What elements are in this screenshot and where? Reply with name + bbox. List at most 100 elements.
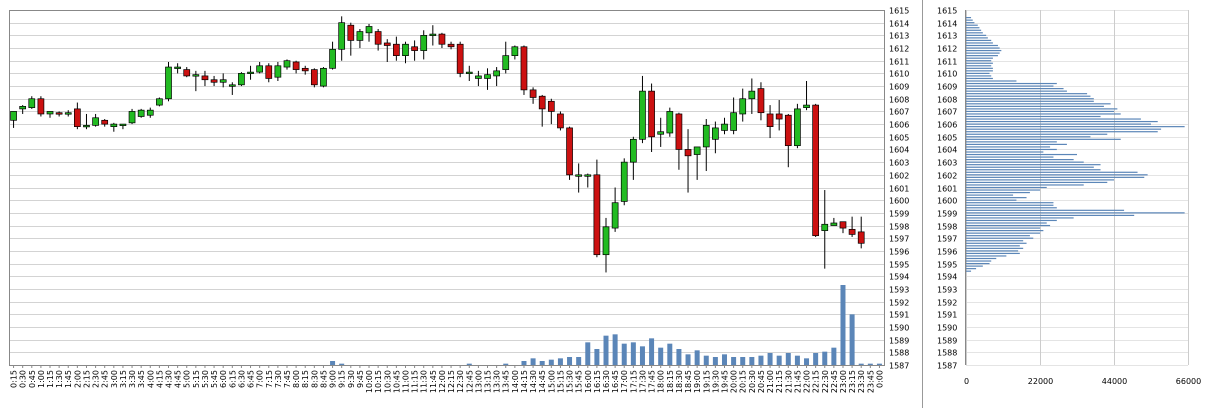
- y-tick-label: 1599: [889, 210, 909, 219]
- x-tick-label: 11:30: [420, 370, 429, 393]
- y-tick-label: 1605: [937, 134, 957, 143]
- candle-body: [803, 104, 810, 108]
- y-tick-label: 1589: [937, 337, 957, 346]
- candle-body: [547, 100, 555, 112]
- x-tick-label: 4:30: [165, 370, 174, 388]
- profile-bar: [966, 126, 1185, 128]
- candle-body: [420, 35, 428, 51]
- x-tick-label: 17:15: [629, 370, 638, 393]
- candle-body: [74, 108, 81, 127]
- profile-bar: [966, 34, 987, 36]
- y-tick-label: 1604: [937, 146, 957, 155]
- profile-bar: [966, 123, 1151, 125]
- volume-bar: [749, 357, 755, 365]
- volume-bar: [339, 363, 345, 365]
- profile-bar: [966, 268, 977, 270]
- x-tick-label: 13:30: [493, 370, 502, 393]
- volume-bar: [776, 355, 782, 365]
- x-tick-label: 8:30: [310, 370, 319, 388]
- x-tick-label: 22000: [1028, 377, 1053, 386]
- x-tick-label: 4:15: [155, 370, 164, 388]
- profile-bar: [966, 164, 1101, 166]
- candle-body: [320, 67, 327, 87]
- profile-bar: [966, 77, 993, 80]
- x-tick-label: 12:45: [465, 370, 474, 393]
- candle-body: [702, 125, 710, 148]
- candlestick-chart: 1587 1588 1589 1590 1591 1592 1593 1594 1595 1596…: [9, 7, 909, 393]
- candle-body: [529, 89, 537, 98]
- y-tick-label: 1608: [937, 96, 957, 105]
- candle-body: [675, 113, 683, 150]
- candle-body: [37, 98, 45, 115]
- profile-bar: [966, 161, 1084, 163]
- y-tick-label: 1601: [889, 185, 909, 194]
- candle-body: [210, 79, 218, 83]
- x-tick-label: 11:00: [401, 370, 410, 393]
- y-tick-label: 1606: [937, 121, 957, 130]
- volume-bar: [621, 343, 627, 365]
- candle-body: [557, 113, 564, 129]
- profile-bar: [966, 88, 1064, 90]
- profile-bar: [966, 37, 988, 39]
- profile-bar: [966, 159, 1074, 161]
- y-tick-label: 1613: [889, 32, 909, 41]
- candle-body: [365, 26, 373, 34]
- volume-bar: [503, 363, 509, 365]
- x-tick-label: 13:00: [474, 370, 483, 393]
- x-tick-label: 0:00: [875, 370, 884, 388]
- x-tick-label: 1:00: [37, 370, 46, 388]
- x-tick-label: 23:15: [848, 370, 857, 393]
- x-tick-label: 6:30: [237, 370, 246, 388]
- x-tick-label: 19:30: [711, 370, 720, 393]
- candle-body: [830, 222, 838, 226]
- x-tick-label: 1:45: [64, 370, 73, 388]
- x-tick-label: 6:00: [219, 370, 228, 388]
- x-tick-label: 21:30: [784, 370, 793, 393]
- volume-bar: [876, 363, 882, 365]
- candle-body: [274, 65, 282, 78]
- x-tick-label: 22:45: [830, 370, 839, 393]
- volume-bar: [731, 357, 737, 365]
- volume-bar: [758, 355, 764, 365]
- candle-body: [848, 228, 856, 235]
- profile-bar: [966, 156, 1054, 158]
- x-tick-label: 15:15: [556, 370, 565, 393]
- y-tick-label: 1602: [889, 172, 909, 181]
- profile-bar: [966, 153, 1077, 156]
- candle-body: [292, 61, 300, 70]
- y-tick-label: 1606: [889, 121, 909, 130]
- candle-body: [347, 24, 355, 41]
- x-tick-label: 5:15: [192, 370, 201, 388]
- candle-body: [493, 70, 500, 77]
- x-tick-label: 16:45: [611, 370, 620, 393]
- volume-bar: [658, 347, 664, 365]
- x-tick-label: 4:45: [174, 370, 183, 388]
- profile-bar: [966, 55, 998, 57]
- y-tick-label: 1588: [889, 349, 909, 358]
- x-tick-label: 12:00: [438, 370, 447, 393]
- candle-body: [739, 98, 747, 115]
- x-tick-label: 14:00: [511, 370, 520, 393]
- profile-bar: [966, 105, 1104, 107]
- profile-bar: [966, 232, 1040, 234]
- candle-body: [101, 119, 109, 125]
- profile-bar: [966, 257, 997, 260]
- x-tick-label: 18:30: [675, 370, 684, 393]
- candle-body: [857, 231, 865, 244]
- candle-body: [730, 112, 737, 131]
- profile-bar: [966, 189, 1040, 191]
- x-tick-label: 13:15: [484, 370, 493, 393]
- candle-body: [629, 138, 637, 163]
- y-tick-label: 1587: [889, 362, 909, 371]
- y-tick-label: 1605: [889, 134, 909, 143]
- profile-bar: [966, 191, 1030, 194]
- profile-bar: [966, 19, 973, 21]
- volume-bar: [785, 353, 791, 365]
- y-tick-label: 1614: [937, 20, 957, 29]
- candle-body: [46, 111, 54, 115]
- volume-bar: [740, 357, 746, 365]
- volume-bar: [557, 358, 563, 365]
- y-tick-label: 1603: [937, 159, 957, 168]
- profile-bar: [966, 100, 1094, 102]
- volume-bar: [794, 355, 800, 365]
